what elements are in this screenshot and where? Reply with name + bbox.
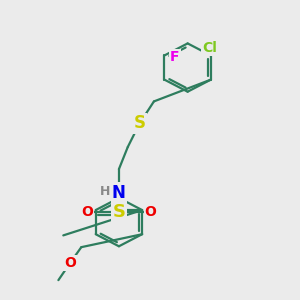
- Text: S: S: [134, 115, 146, 133]
- Text: S: S: [112, 203, 125, 221]
- Text: N: N: [112, 184, 126, 202]
- Text: H: H: [100, 185, 110, 198]
- Text: O: O: [145, 206, 157, 219]
- Text: F: F: [170, 50, 180, 64]
- Text: O: O: [81, 206, 93, 219]
- Text: Cl: Cl: [202, 41, 217, 55]
- Text: O: O: [64, 256, 76, 270]
